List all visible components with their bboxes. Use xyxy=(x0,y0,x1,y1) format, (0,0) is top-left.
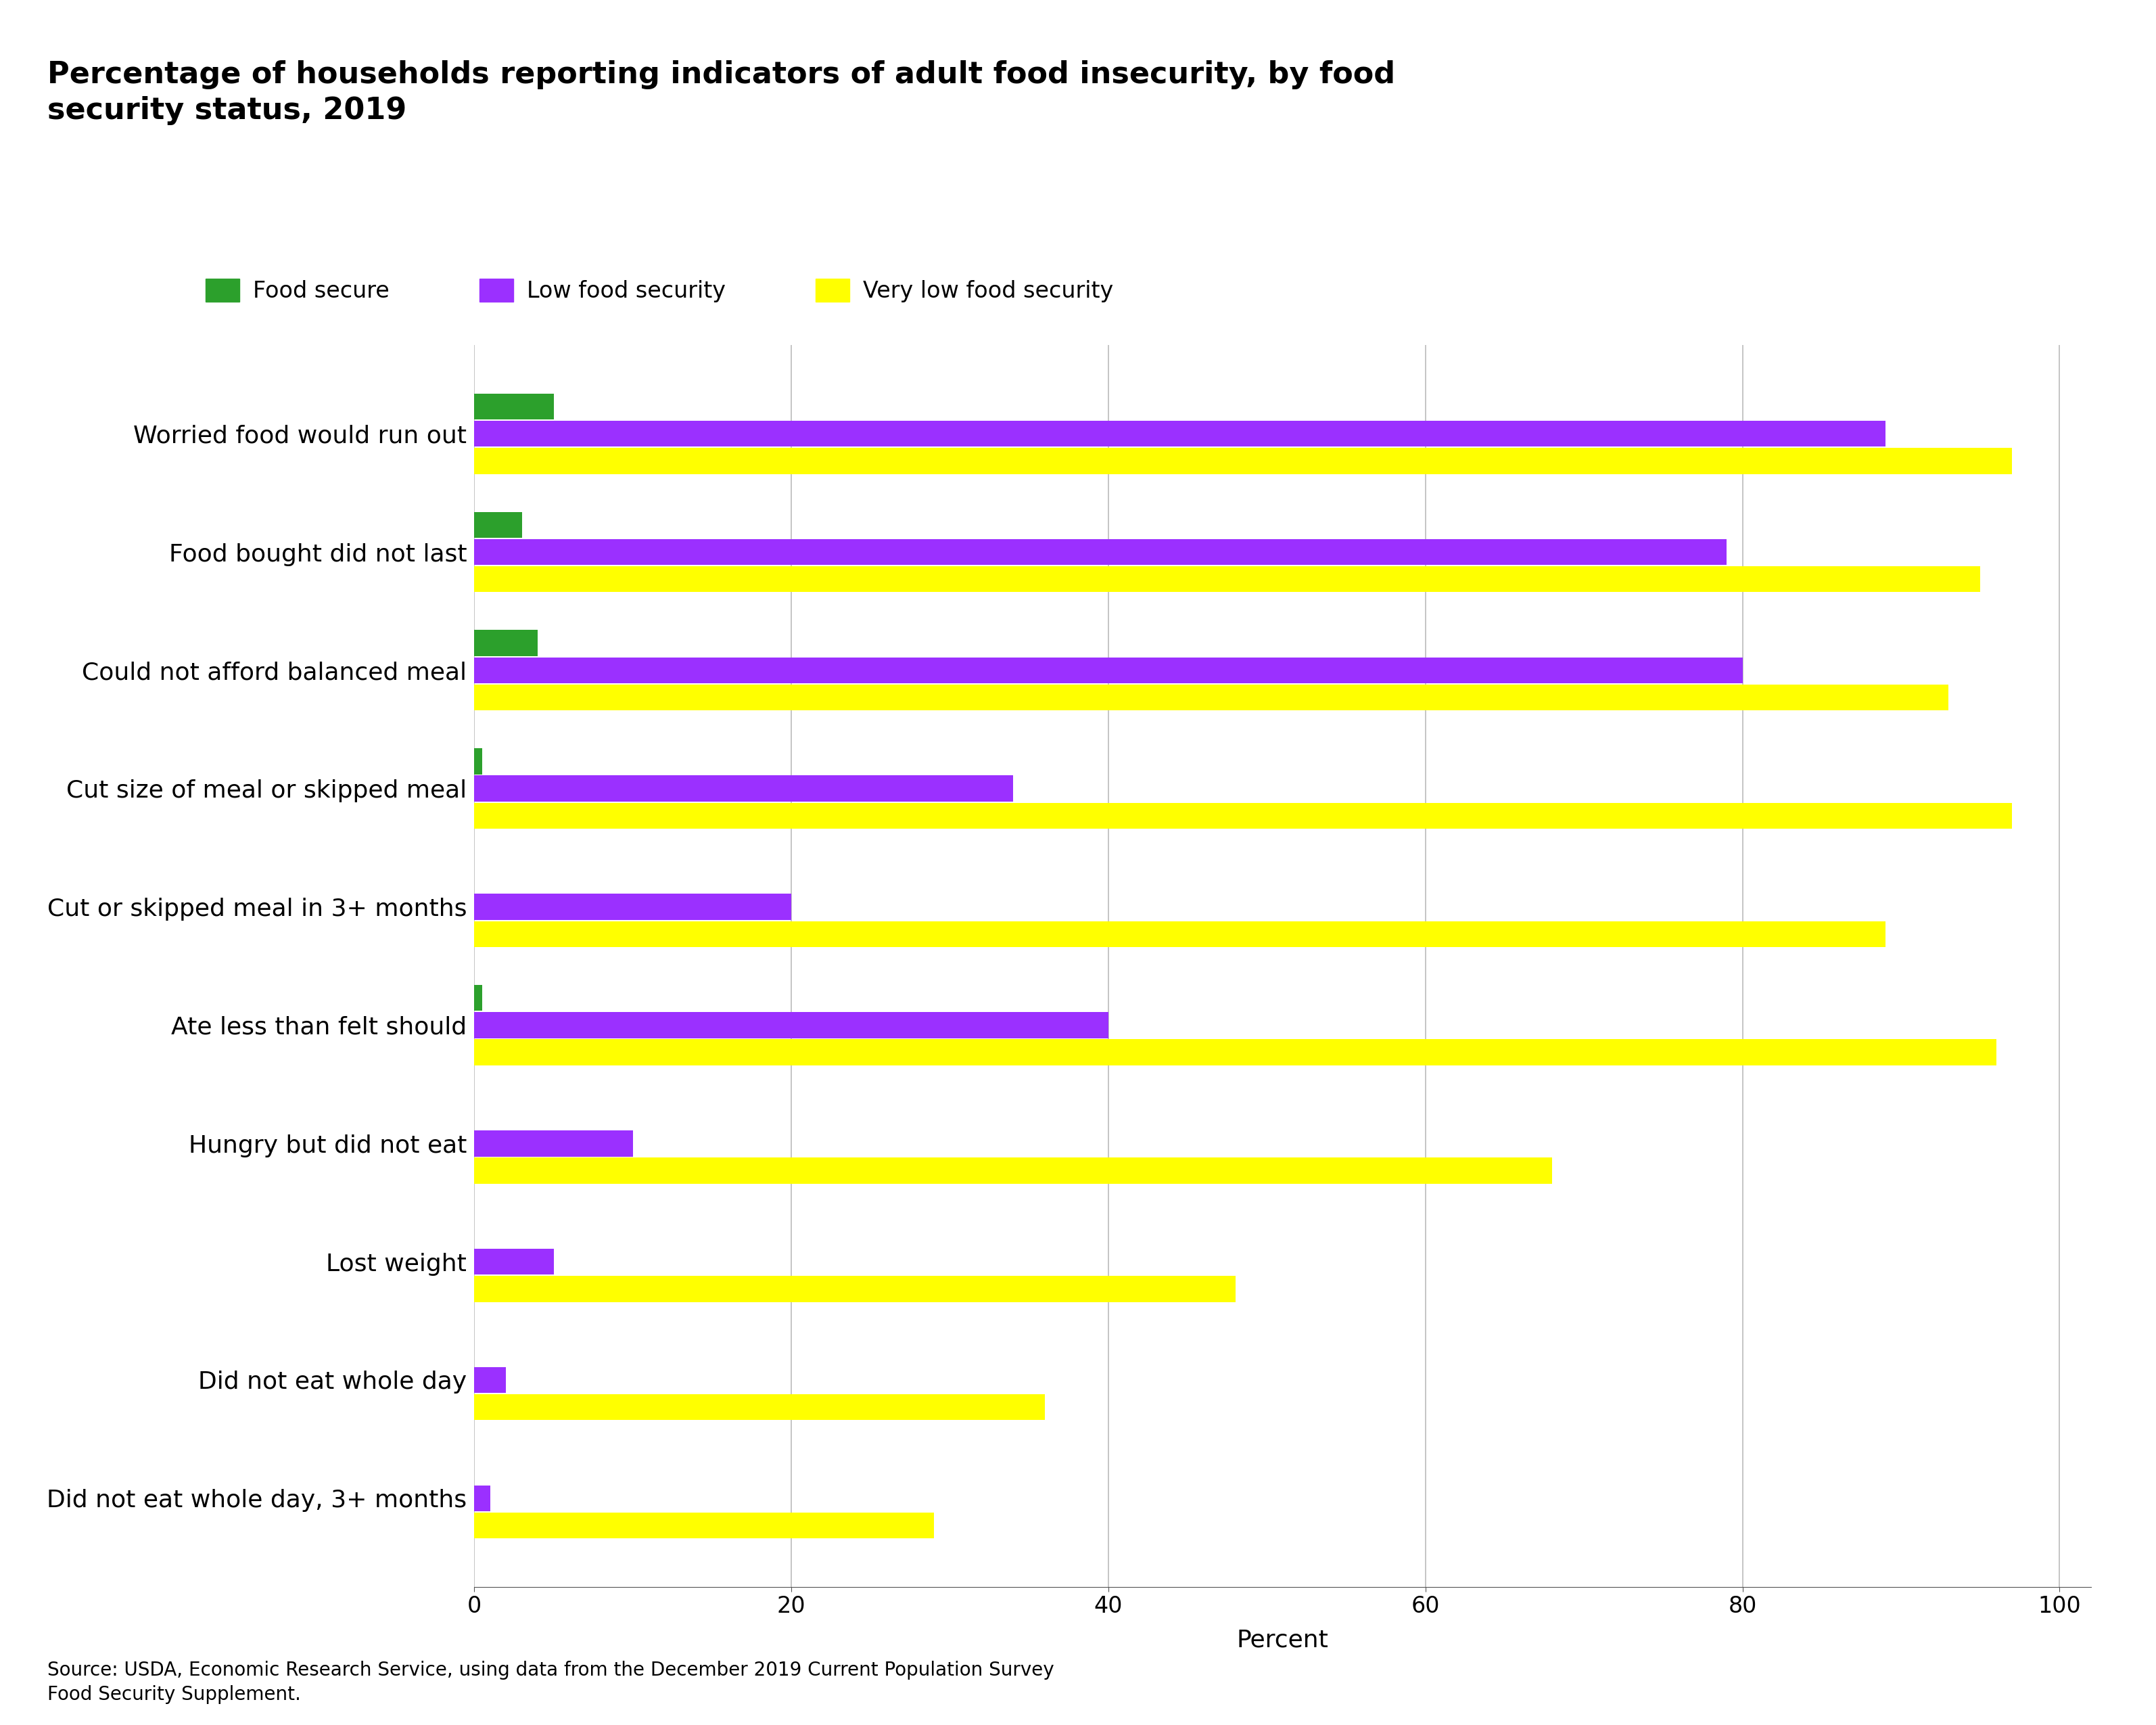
Legend: Food secure, Low food security, Very low food security: Food secure, Low food security, Very low… xyxy=(205,279,1112,302)
Bar xyxy=(474,685,1949,711)
Bar xyxy=(474,657,1742,683)
Bar xyxy=(474,802,2012,828)
Bar xyxy=(474,1394,1046,1420)
Bar xyxy=(474,566,1981,592)
X-axis label: Percent: Percent xyxy=(1238,1628,1328,1651)
Bar xyxy=(474,894,791,919)
Bar xyxy=(474,630,537,656)
Bar xyxy=(474,1013,1108,1038)
Bar xyxy=(474,1276,1235,1302)
Bar xyxy=(474,985,483,1011)
Bar xyxy=(474,1040,1996,1066)
Bar xyxy=(474,448,2012,474)
Bar xyxy=(474,749,483,775)
Bar xyxy=(474,538,1727,566)
Bar xyxy=(474,776,1013,802)
Bar xyxy=(474,1485,489,1511)
Bar xyxy=(474,421,1884,447)
Bar xyxy=(474,1157,1552,1183)
Bar xyxy=(474,921,1884,947)
Bar xyxy=(474,1513,934,1539)
Bar xyxy=(474,512,522,538)
Bar xyxy=(474,1130,634,1156)
Text: Percentage of households reporting indicators of adult food insecurity, by food
: Percentage of households reporting indic… xyxy=(47,60,1395,126)
Bar xyxy=(474,393,554,419)
Bar xyxy=(474,1249,554,1275)
Bar xyxy=(474,1366,507,1394)
Text: Source: USDA, Economic Research Service, using data from the December 2019 Curre: Source: USDA, Economic Research Service,… xyxy=(47,1661,1054,1704)
